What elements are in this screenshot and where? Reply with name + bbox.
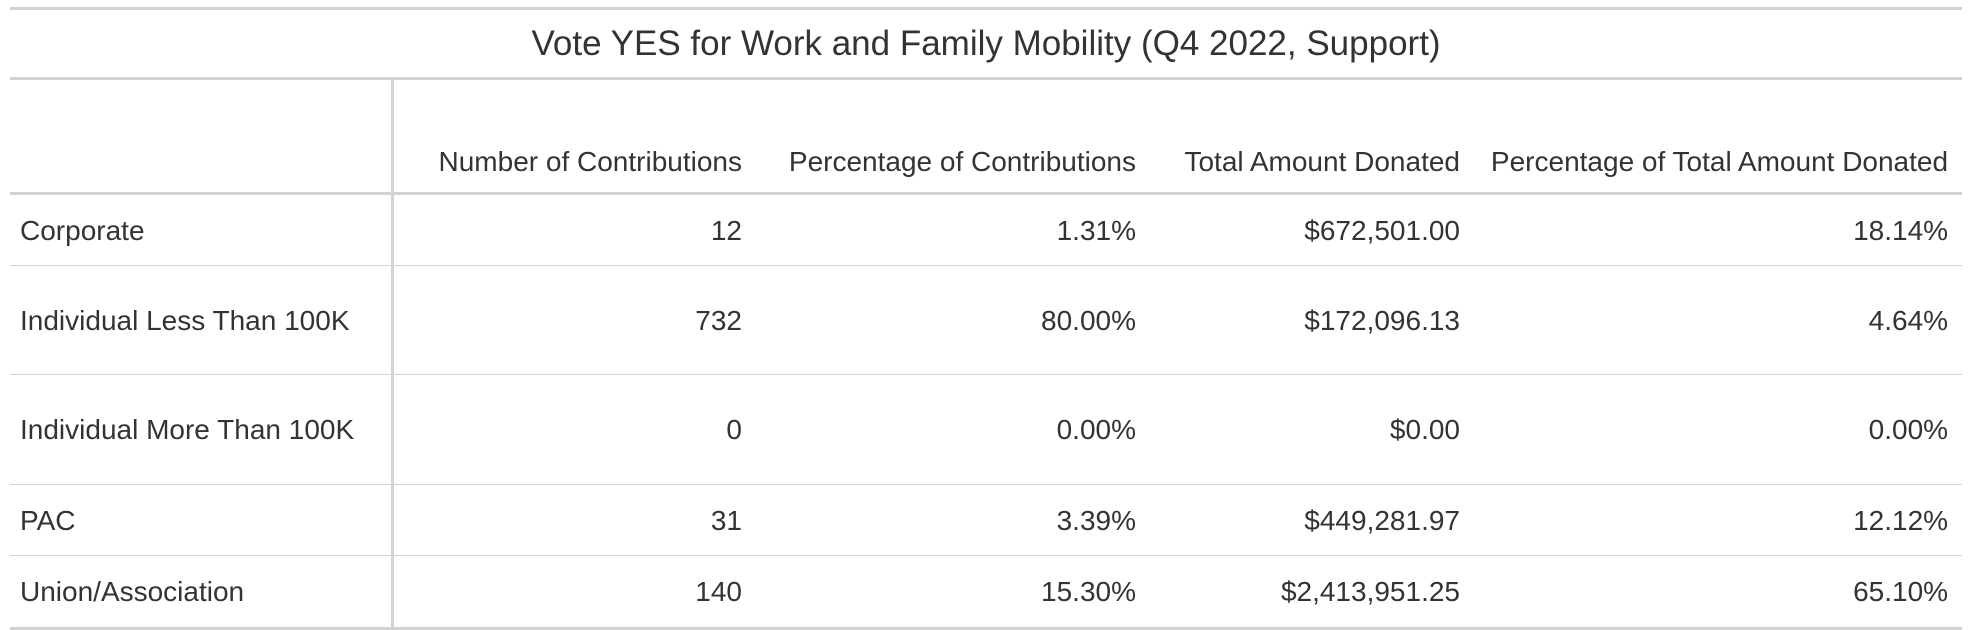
cell-count-percentage: 80.00% (756, 265, 1150, 375)
column-header-row: Number of Contributions Percentage of Co… (10, 78, 1963, 195)
column-header-total-amount-donated: Total Amount Donated (1150, 78, 1474, 195)
row-label-individual-less-than-100k: Individual Less Than 100K (10, 265, 394, 375)
table-row: Individual Less Than 100K 732 80.00% $17… (10, 265, 1963, 375)
table-row: Union/Association 140 15.30% $2,413,951.… (10, 555, 1963, 629)
cell-count-percentage: 1.31% (1056, 214, 1136, 246)
cell-amount-percentage: 65.10% (1474, 555, 1963, 629)
column-header-stub (10, 78, 394, 195)
cell-amount-percentage: 18.14% (1853, 214, 1949, 246)
cell-amount-percentage: 12.12% (1474, 484, 1963, 556)
contributions-table: Vote YES for Work and Family Mobility (Q… (10, 7, 1963, 630)
cell-count-percentage: 15.30% (756, 555, 1150, 629)
cell-amount-percentage: 4.64% (1474, 265, 1963, 375)
cell-count: 12 (710, 214, 742, 246)
cell-amount-percentage: 0.00% (1474, 374, 1963, 485)
cell-count: 0 (392, 374, 756, 485)
cell-count: 140 (392, 555, 756, 629)
cell-amount: $2,413,951.25 (1150, 555, 1474, 629)
table-row: Corporate 12 1.31% $672,501.00 18.14% (10, 193, 1962, 266)
column-header-percentage-of-contributions: Percentage of Contributions (756, 78, 1150, 195)
column-header-number-of-contributions: Number of Contributions (392, 78, 756, 195)
cell-count: 31 (392, 484, 756, 556)
cell-amount: $449,281.97 (1150, 484, 1474, 556)
column-header-percentage-of-total-amount: Percentage of Total Amount Donated (1474, 78, 1963, 195)
cell-amount: $0.00 (1150, 374, 1474, 485)
table-row: PAC 31 3.39% $449,281.97 12.12% (10, 484, 1963, 556)
cell-amount: $672,501.00 (1304, 214, 1460, 246)
row-label-pac: PAC (10, 484, 394, 556)
row-label-union-association: Union/Association (10, 555, 394, 629)
contributions-table-container: Vote YES for Work and Family Mobility (Q… (10, 7, 1963, 630)
cell-count-percentage: 0.00% (756, 374, 1150, 485)
cell-amount: $172,096.13 (1150, 265, 1474, 375)
row-label-individual-more-than-100k: Individual More Than 100K (10, 374, 394, 485)
table-title: Vote YES for Work and Family Mobility (Q… (10, 8, 1963, 80)
cell-count-percentage: 3.39% (756, 484, 1150, 556)
table-row: Individual More Than 100K 0 0.00% $0.00 … (10, 374, 1963, 485)
table-title-row: Vote YES for Work and Family Mobility (Q… (10, 8, 1963, 80)
cell-count: 732 (392, 265, 756, 375)
row-label-corporate: Corporate (10, 193, 394, 266)
